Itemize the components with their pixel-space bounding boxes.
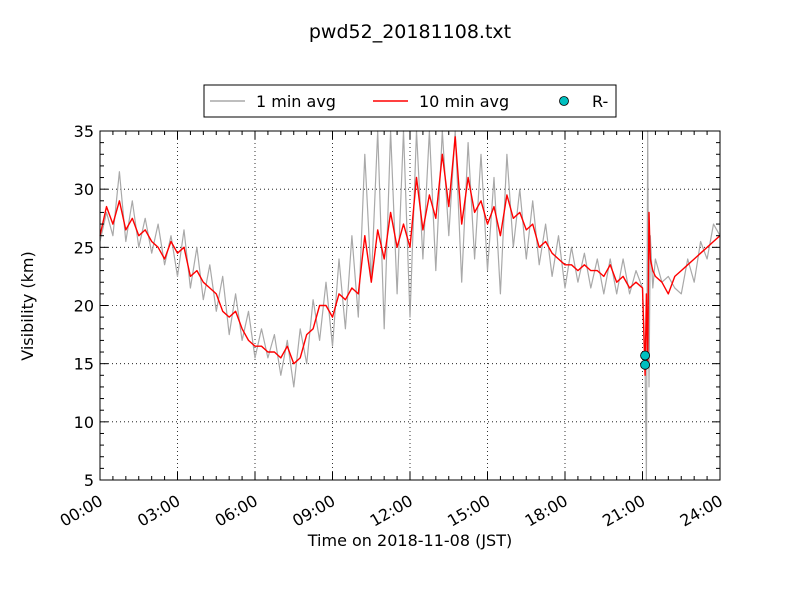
x-axis-label: Time on 2018-11-08 (JST) — [307, 531, 512, 550]
x-tick-label: 03:00 — [134, 491, 183, 531]
legend-marker-rain — [559, 96, 569, 106]
y-tick-label: 25 — [74, 238, 94, 257]
y-tick-label: 5 — [84, 471, 94, 490]
x-tick-label: 15:00 — [444, 491, 493, 531]
x-tick-label: 06:00 — [212, 491, 261, 531]
grid — [100, 131, 720, 480]
legend-label-rain: R- — [592, 92, 608, 111]
x-tick-label: 12:00 — [367, 491, 416, 531]
x-tick-label: 21:00 — [599, 491, 648, 531]
legend-box — [203, 84, 617, 118]
rain-marker — [640, 350, 650, 361]
x-tick-label: 09:00 — [289, 491, 338, 531]
y-tick-label: 20 — [74, 297, 94, 316]
y-tick-label: 15 — [74, 355, 94, 374]
chart-title: pwd52_20181108.txt — [309, 21, 511, 43]
series-10min-line — [99, 136, 721, 376]
legend-label-10min: 10 min avg — [419, 92, 509, 111]
y-tick-label: 35 — [74, 122, 94, 141]
x-tick-label: 18:00 — [522, 491, 571, 531]
ticks: 00:00 03:00 06:00 09:00 12:00 15:00 18:00 21:00… — [57, 122, 726, 531]
rain-marker — [640, 359, 650, 370]
x-tick-label: 00:00 — [57, 491, 106, 531]
y-tick-label: 30 — [74, 180, 94, 199]
series-layer — [99, 130, 721, 481]
y-tick-label: 10 — [74, 413, 94, 432]
x-tick-label: 24:00 — [677, 491, 726, 531]
y-axis-label: Visibility (km) — [18, 251, 37, 360]
legend-label-1min: 1 min avg — [256, 92, 336, 111]
legend: 1 min avg 10 min avg R- — [203, 84, 617, 118]
